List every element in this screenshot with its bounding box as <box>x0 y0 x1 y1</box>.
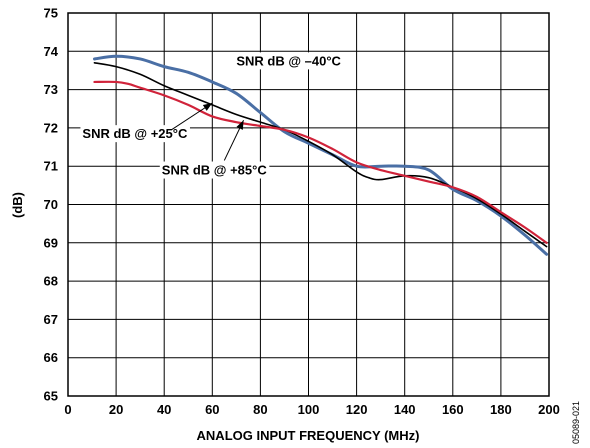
y-tick-label: 71 <box>44 159 58 174</box>
x-tick-label: 40 <box>157 402 171 417</box>
series-annotation-1: SNR dB @ +25°C <box>82 126 188 141</box>
series-annotation-2: SNR dB @ +85°C <box>162 163 268 178</box>
y-tick-label: 65 <box>44 389 58 404</box>
annotation-background <box>234 52 344 70</box>
y-tick-label: 73 <box>44 82 58 97</box>
y-tick-labels: 65 66 67 68 69 70 71 72 73 74 75 <box>44 6 59 404</box>
x-tick-label: 60 <box>205 402 219 417</box>
annotation-background <box>159 161 270 179</box>
x-tick-labels: 0 20 40 60 80 100 120 140 160 180 200 <box>64 402 559 417</box>
y-tick-label: 67 <box>44 312 58 327</box>
series-annotation-0: SNR dB @ –40°C <box>236 53 341 68</box>
x-axis-label: ANALOG INPUT FREQUENCY (MHz) <box>197 428 420 443</box>
x-tick-label: 80 <box>253 402 267 417</box>
series-group <box>92 54 549 256</box>
x-tick-label: 180 <box>490 402 512 417</box>
x-tick-label: 200 <box>538 402 560 417</box>
y-tick-label: 75 <box>44 6 58 21</box>
x-tick-label: 100 <box>298 402 320 417</box>
series-line-1 <box>93 61 548 248</box>
plot-frame <box>67 12 550 397</box>
x-tick-label: 140 <box>394 402 416 417</box>
annotation-background <box>80 125 190 143</box>
series-line-0 <box>92 54 549 256</box>
x-tick-label: 120 <box>346 402 368 417</box>
x-tick-label: 160 <box>442 402 464 417</box>
annotation-arrowhead <box>202 103 213 111</box>
x-tick-label: 0 <box>64 402 71 417</box>
grid <box>68 13 549 396</box>
series-line-2 <box>93 80 548 244</box>
y-tick-label: 66 <box>44 350 58 365</box>
figure-code: 05089-021 <box>571 401 581 444</box>
annotation-arrowhead <box>236 120 244 130</box>
y-axis-label: (dB) <box>10 192 25 218</box>
y-tick-label: 74 <box>44 44 59 59</box>
y-tick-label: 68 <box>44 274 58 289</box>
y-tick-label: 70 <box>44 197 58 212</box>
y-tick-label: 69 <box>44 235 58 250</box>
annotations: SNR dB @ –40°C SNR dB @ +25°C SNR dB @ +85… <box>80 52 344 179</box>
x-tick-label: 20 <box>109 402 123 417</box>
y-tick-label: 72 <box>44 120 58 135</box>
